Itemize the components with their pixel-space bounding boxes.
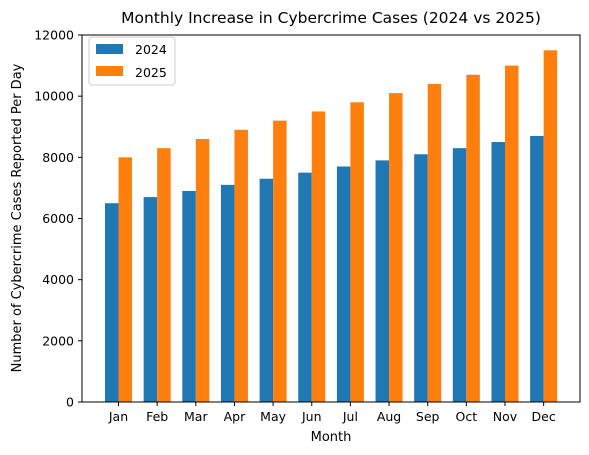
x-tick-label-apr: Apr xyxy=(224,409,246,424)
bar-2025-jan xyxy=(118,157,132,402)
bar-2024-jan xyxy=(105,203,119,402)
bar-2024-dec xyxy=(530,135,544,402)
bar-2025-nov xyxy=(505,65,519,402)
y-tick-label: 10000 xyxy=(34,89,74,104)
x-tick-label-jul: Jul xyxy=(342,409,358,424)
bar-2024-sep xyxy=(414,154,428,402)
x-tick-label-oct: Oct xyxy=(456,409,478,424)
x-tick-label-nov: Nov xyxy=(493,409,518,424)
chart-title: Monthly Increase in Cybercrime Cases (20… xyxy=(121,9,541,27)
y-axis: 0 2000 4000 6000 8000 10000 12000 xyxy=(34,28,82,410)
bar-2024-nov xyxy=(491,142,505,403)
x-tick-label-dec: Dec xyxy=(532,409,556,424)
x-tick-label-mar: Mar xyxy=(184,409,208,424)
legend-swatch-2025 xyxy=(96,66,123,76)
bars-group xyxy=(105,50,558,403)
bar-2025-jul xyxy=(350,102,364,402)
x-tick-label-sep: Sep xyxy=(416,409,440,424)
y-tick-label: 2000 xyxy=(42,333,74,348)
bar-2025-jun xyxy=(311,111,326,403)
bar-2025-aug xyxy=(389,93,403,403)
x-axis: Jan Feb Mar Apr May Jun Jul Aug Sep Oct Nov Dec xyxy=(108,402,556,424)
bar-2025-feb xyxy=(157,148,171,402)
y-axis-label: Number of Cybercrime Cases Reported Per … xyxy=(10,63,25,372)
bar-2024-jul xyxy=(336,166,351,402)
y-tick-label: 8000 xyxy=(42,150,74,165)
bar-2025-dec xyxy=(543,50,558,402)
x-tick-label-feb: Feb xyxy=(146,409,168,424)
bar-2025-apr xyxy=(234,129,248,402)
x-tick-label-aug: Aug xyxy=(377,409,401,424)
legend-label-2024: 2024 xyxy=(135,42,167,57)
bar-2024-mar xyxy=(182,190,196,402)
y-tick-label: 12000 xyxy=(34,28,74,43)
x-tick-label-jun: Jun xyxy=(301,409,322,424)
bar-2024-oct xyxy=(452,148,467,402)
bar-2024-may xyxy=(259,178,274,402)
bar-2024-jun xyxy=(298,172,312,403)
bar-2025-sep xyxy=(427,83,442,403)
bar-2024-apr xyxy=(220,184,235,402)
bar-2025-mar xyxy=(195,138,210,403)
legend-label-2025: 2025 xyxy=(135,65,167,80)
y-tick-label: 4000 xyxy=(42,272,74,287)
y-tick-label: 0 xyxy=(66,395,74,410)
legend-swatch-2024 xyxy=(96,44,123,54)
x-axis-label: Month xyxy=(311,430,352,445)
bar-2024-aug xyxy=(375,160,390,402)
y-tick-label: 6000 xyxy=(42,211,74,226)
legend: 2024 2025 xyxy=(88,36,176,86)
x-tick-label-jan: Jan xyxy=(108,409,128,424)
x-tick-label-may: May xyxy=(260,409,286,424)
bar-2024-feb xyxy=(143,197,158,402)
bar-2025-oct xyxy=(466,74,480,402)
bar-2025-may xyxy=(273,120,287,402)
